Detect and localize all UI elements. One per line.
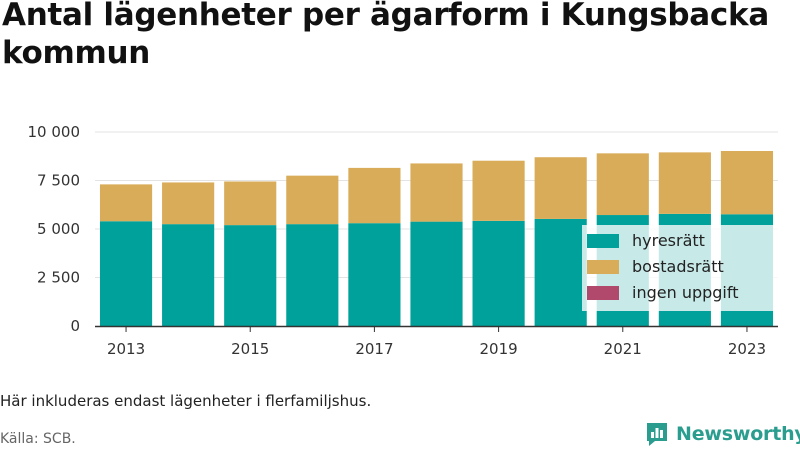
- legend-swatch-bostadsratt: [587, 260, 619, 274]
- y-tick-label: 7 500: [37, 172, 80, 190]
- bar-hyresratt-2017: [348, 223, 401, 326]
- bar-hyresratt-2013: [99, 221, 153, 326]
- x-tick-label: 2023: [728, 340, 766, 358]
- x-tick-label: 2021: [604, 340, 642, 358]
- legend-label-hyresratt: hyresrätt: [632, 231, 705, 250]
- newsworthy-logo: Newsworthy: [645, 421, 800, 447]
- legend-swatch-hyresratt: [587, 234, 619, 248]
- x-tick-label: 2013: [107, 340, 145, 358]
- source-text: Källa: SCB.: [0, 431, 76, 447]
- y-tick-label: 5 000: [37, 220, 80, 238]
- legend-swatch-ingen_uppgift: [587, 286, 619, 300]
- bar-bostadsratt-2023: [720, 151, 774, 215]
- y-tick-label: 0: [70, 317, 80, 335]
- bar-hyresratt-2018: [410, 221, 463, 326]
- legend-label-bostadsratt: bostadsrätt: [632, 257, 724, 276]
- bar-hyresratt-2019: [472, 220, 525, 326]
- bar-bostadsratt-2018: [410, 163, 463, 222]
- y-tick-label: 2 500: [37, 269, 80, 287]
- chart-title: Antal lägenheter per ägarform i Kungsbac…: [2, 0, 769, 71]
- x-axis-ticks: 2013 2015 2017 2019 2021 2023: [107, 326, 766, 358]
- y-tick-label: 10 000: [28, 123, 81, 141]
- bar-hyresratt-2020: [534, 218, 587, 326]
- bar-bostadsratt-2021: [596, 153, 649, 216]
- bar-bostadsratt-2013: [99, 184, 153, 222]
- bar-bostadsratt-2015: [224, 181, 277, 226]
- bar-bostadsratt-2022: [658, 152, 711, 214]
- logo-text: Newsworthy: [676, 423, 800, 445]
- bar-hyresratt-2015: [224, 225, 277, 326]
- x-tick-label: 2015: [231, 340, 269, 358]
- chart-note: Här inkluderas endast lägenheter i flerf…: [0, 392, 372, 410]
- legend-label-ingen_uppgift: ingen uppgift: [632, 283, 739, 302]
- legend: hyresrätt bostadsrätt ingen uppgift: [582, 225, 778, 311]
- bar-bostadsratt-2014: [162, 182, 215, 225]
- bar-bostadsratt-2017: [348, 167, 401, 224]
- bar-bostadsratt-2020: [534, 157, 587, 219]
- bar-hyresratt-2014: [162, 224, 215, 326]
- bar-hyresratt-2016: [286, 224, 339, 326]
- bar-bostadsratt-2016: [286, 175, 339, 225]
- y-axis-tick-labels: 0 2 500 5 000 7 500 10 000: [28, 123, 81, 335]
- bar-bostadsratt-2019: [472, 160, 525, 221]
- bar-chart-logo-icon: [647, 423, 667, 446]
- x-tick-label: 2017: [355, 340, 393, 358]
- x-tick-label: 2019: [479, 340, 517, 358]
